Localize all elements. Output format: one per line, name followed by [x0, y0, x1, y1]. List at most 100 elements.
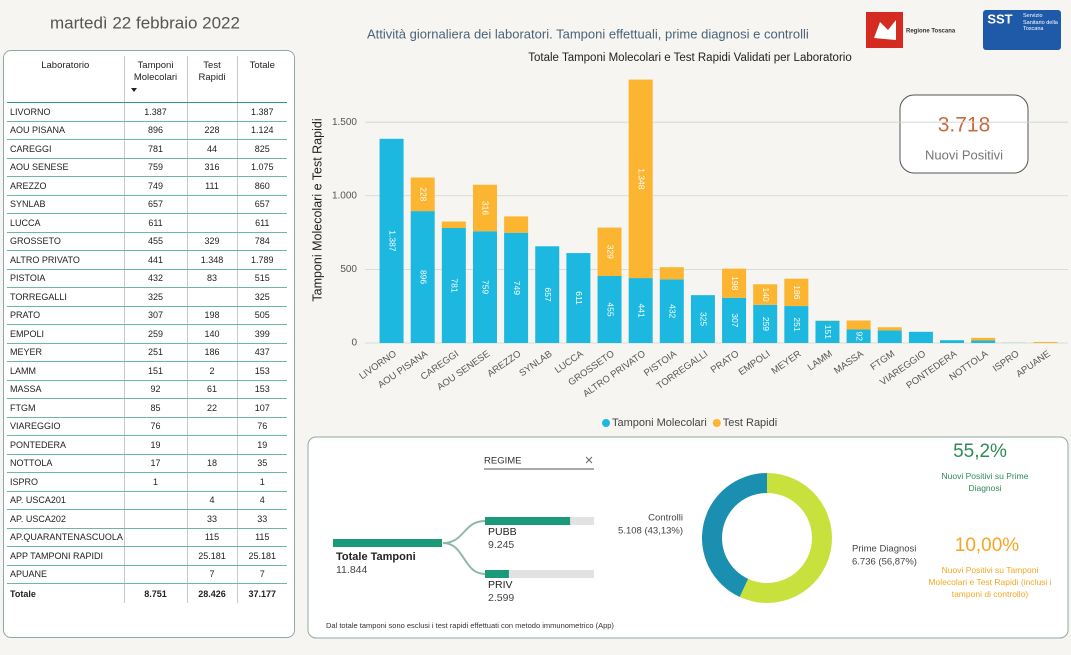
bar — [722, 297, 747, 343]
table-cell: 611 — [123, 213, 187, 233]
table-cell: 22 — [186, 398, 237, 418]
table-row: SYNLAB 657 657 — [7, 195, 287, 214]
value-label: 1.348 — [636, 168, 646, 190]
table-cell: 28.426 — [186, 583, 237, 603]
table-cell — [123, 565, 187, 584]
table-cell: MEYER — [7, 343, 124, 362]
tree-bar — [485, 517, 571, 525]
table-cell: 1.075 — [236, 158, 287, 177]
table-row: ALTRO PRIVATO 441 1.348 1.789 — [7, 250, 287, 270]
table-cell: 1.348 — [186, 250, 237, 270]
table-row: GROSSETO 455 329 784 — [7, 232, 287, 251]
table-cell: 7 — [186, 565, 237, 584]
table-cell: 441 — [123, 250, 187, 270]
table-cell: 186 — [186, 343, 237, 362]
table-cell: 329 — [186, 232, 237, 251]
bar — [472, 184, 497, 232]
table-cell: 325 — [123, 287, 187, 307]
table-cell: 896 — [123, 121, 187, 140]
value-label: 749 — [512, 281, 522, 295]
x-tick-label: SYNLAB — [517, 349, 554, 380]
table-cell: 749 — [123, 176, 187, 196]
table-row: Totale 8.751 28.426 37.177 — [7, 583, 287, 603]
sort-arrow[interactable] — [131, 88, 137, 92]
table-cell: VIAREGGIO — [7, 417, 124, 436]
filter-label[interactable]: REGIME — [484, 456, 521, 467]
table-cell — [123, 491, 187, 510]
value-label: 228 — [418, 187, 428, 201]
donut-value: 5.108 (43,13%) — [618, 526, 683, 537]
table-cell: 18 — [186, 454, 237, 473]
table-cell: 198 — [186, 306, 237, 325]
bar — [784, 306, 809, 343]
table-row: AP. USCA202 33 33 — [7, 509, 287, 529]
x-tick-label: LAMM — [806, 348, 835, 373]
bar — [971, 337, 996, 341]
value-label: 251 — [792, 317, 802, 331]
value-label: 151 — [823, 325, 833, 339]
bar — [690, 295, 715, 343]
table-row: LUCCA 611 611 — [7, 213, 287, 233]
table-row: APP TAMPONI RAPIDI 25.181 25.181 — [7, 546, 287, 566]
table-cell: APP TAMPONI RAPIDI — [7, 546, 124, 566]
ratio1-value: 55,2% — [953, 441, 1007, 462]
kpi-card — [899, 94, 1029, 174]
value-label: 611 — [574, 291, 584, 305]
donut-value: 6.736 (56,87%) — [852, 557, 917, 568]
value-label: 198 — [730, 276, 740, 290]
table-cell: SYNLAB — [7, 195, 124, 214]
tree-track — [485, 570, 594, 578]
value-label: 896 — [418, 270, 428, 284]
table-cell: 784 — [236, 232, 287, 251]
table-cell: AREZZO — [7, 176, 124, 196]
value-label: 432 — [668, 304, 678, 318]
y-tick-label: 500 — [340, 264, 357, 275]
table-cell: 8.751 — [123, 583, 187, 603]
table-cell: 657 — [123, 195, 187, 214]
bar — [659, 267, 684, 280]
table-cell: 2 — [186, 361, 237, 381]
kpi-value: 3.718 — [938, 114, 991, 137]
table-row: MASSA 92 61 153 — [7, 380, 287, 399]
table-cell: EMPOLI — [7, 324, 124, 344]
table-cell: GROSSETO — [7, 232, 124, 251]
footnote: Dal totale tamponi sono esclusi i test r… — [326, 621, 614, 630]
x-tick-label: AREZZO — [485, 349, 523, 380]
table-cell: TORREGALLI — [7, 287, 124, 307]
table-cell: 825 — [236, 139, 287, 159]
bar — [846, 320, 871, 330]
table-cell: 4 — [236, 491, 287, 510]
table-cell: ALTRO PRIVATO — [7, 250, 124, 270]
bar — [659, 279, 684, 343]
table-row: TORREGALLI 325 325 — [7, 287, 287, 307]
table-cell — [186, 287, 237, 307]
table-cell: 115 — [236, 528, 287, 547]
bar — [410, 177, 435, 212]
value-label: 455 — [605, 302, 615, 316]
table-cell: 1.387 — [123, 102, 187, 122]
filter-clear[interactable] — [585, 456, 593, 464]
value-label: 329 — [605, 245, 615, 259]
logo-right-text: SST — [987, 11, 1012, 26]
table-row: PONTEDERA 19 19 — [7, 435, 287, 455]
table-cell: LUCCA — [7, 213, 124, 233]
table-cell: 111 — [186, 176, 237, 196]
table-cell: 92 — [123, 380, 187, 399]
tree-connector — [442, 520, 486, 544]
table-cell: 35 — [236, 454, 287, 473]
bar — [597, 276, 622, 343]
table-cell: 85 — [123, 398, 187, 418]
table-cell: 115 — [186, 528, 237, 547]
table-cell: 83 — [186, 269, 237, 288]
table-cell: 1 — [123, 472, 187, 492]
tree-branch-label: PRIV — [488, 579, 513, 591]
table-cell: NOTTOLA — [7, 454, 124, 473]
table-cell: 325 — [236, 287, 287, 307]
table-cell — [123, 528, 187, 547]
column-header: Test Rapidi — [186, 56, 237, 103]
table-cell: AP. USCA202 — [7, 509, 124, 529]
table-cell: 153 — [236, 380, 287, 399]
table-row: EMPOLI 259 140 399 — [7, 324, 287, 344]
date: martedì 22 febbraio 2022 — [50, 13, 240, 32]
